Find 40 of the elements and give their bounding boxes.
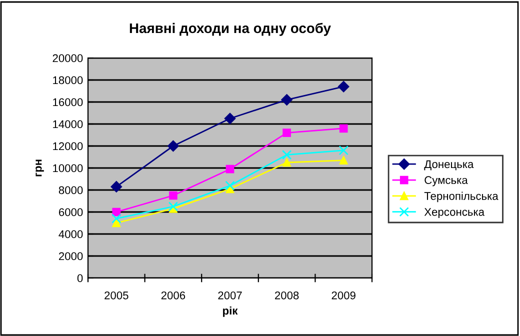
point [110,181,122,192]
point [281,94,292,106]
y-tick-label: 16000 [53,98,83,106]
x-axis-title: рік [223,306,238,317]
x-tick-label: 2005 [104,291,128,300]
point [339,124,348,133]
y-tick-label: 2000 [58,252,83,260]
chart-title: Наявні доходи на одну особу [130,22,331,36]
y-tick-label: 20000 [52,54,83,62]
point [282,158,291,167]
y-tick-label: 8000 [58,186,83,194]
point [169,191,178,200]
point [112,208,121,216]
point [338,146,348,156]
point [112,218,121,228]
point [338,80,350,92]
point [225,180,235,190]
point [224,112,236,124]
y-axis-title: грн [36,160,44,176]
legend-label: Тернопільська [424,192,498,202]
y-tick-label: 10000 [53,164,83,172]
y-tick-label: 6000 [58,208,83,216]
legend-label: Сумська [424,176,468,186]
x-tick-label: 2009 [332,291,356,300]
point [226,164,234,174]
y-tick-label: 12000 [53,142,83,150]
legend-label: Донецька [424,160,474,170]
y-tick-label: 14000 [53,120,83,128]
point [282,150,292,160]
legend-label: Херсонська [424,208,485,218]
point [339,156,348,164]
x-tick-label: 2006 [161,291,186,300]
x-tick-label: 2007 [218,291,242,300]
y-tick-label: 4000 [58,230,83,238]
x-tick-label: 2008 [275,291,299,300]
point [112,214,122,224]
y-tick-label: 18000 [53,76,83,84]
y-tick-label: 0 [77,274,83,282]
point [282,128,291,137]
point [168,140,179,152]
